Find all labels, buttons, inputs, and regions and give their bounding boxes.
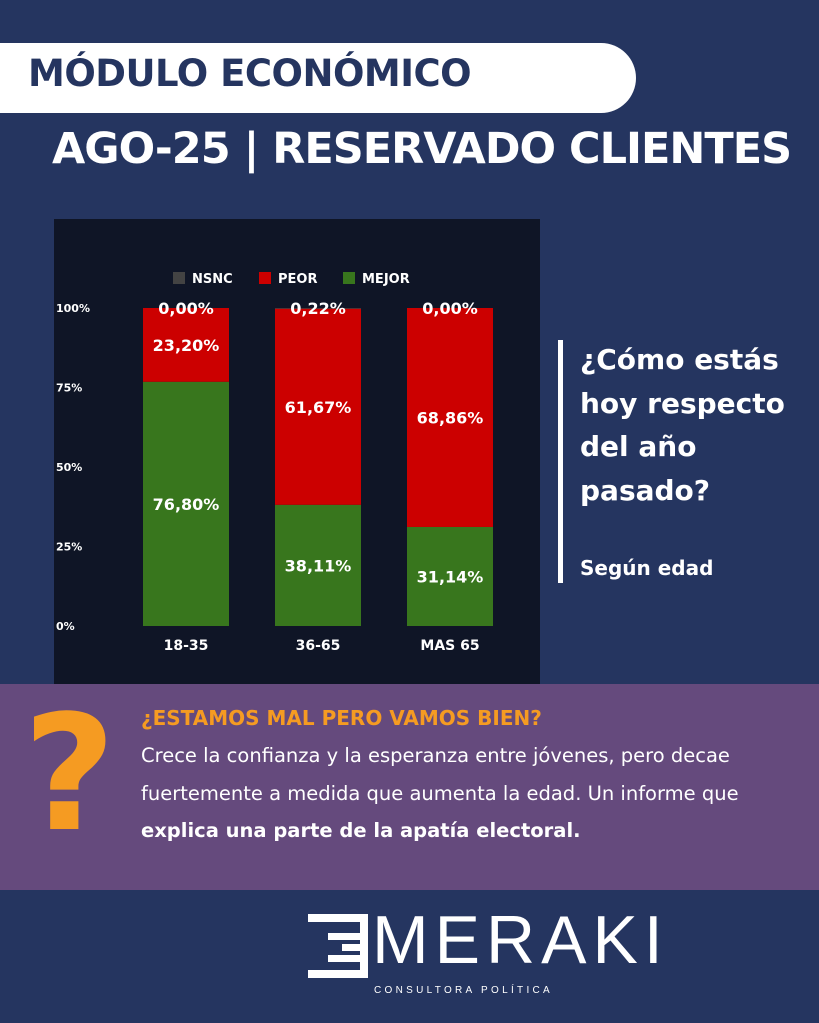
question-mark-icon: ? — [23, 680, 116, 867]
data-label-peor: 61,67% — [285, 398, 352, 417]
insight-panel — [0, 684, 819, 890]
bar-segment-peor — [143, 308, 229, 382]
x-tick-label: 36-65 — [296, 638, 341, 654]
legend-label: PEOR — [278, 272, 317, 287]
bar-segment-mejor — [407, 526, 493, 626]
data-label-nsnc: 0,00% — [158, 299, 214, 318]
insight-body: Crece la confianza y la esperanza entre … — [141, 737, 771, 850]
module-title: MÓDULO ECONÓMICO — [28, 52, 472, 95]
bar-segment-mejor — [275, 504, 361, 626]
chart-panel: 0% 25% 50% 75% 100% NSNC PEOR MEJOR 76,80% 23,20%… — [54, 219, 540, 685]
insight-title: ¿ESTAMOS MAL PERO VAMOS BIEN? — [141, 706, 542, 730]
legend-swatch — [173, 272, 185, 284]
brand-name: MERAKI — [372, 902, 669, 978]
y-tick-label: 50% — [56, 461, 82, 474]
data-label-peor: 68,86% — [417, 408, 484, 427]
meraki-logo-icon — [308, 914, 368, 978]
data-label-peor: 23,20% — [153, 336, 220, 355]
data-label-mejor: 31,14% — [417, 567, 484, 586]
title-banner — [0, 43, 636, 113]
y-tick-label: 100% — [56, 302, 90, 315]
bar-segment-peor — [407, 308, 493, 527]
insight-body-plain: Crece la confianza y la esperanza entre … — [141, 744, 739, 805]
y-tick-label: 0% — [56, 620, 75, 633]
bar-segment-nsnc — [275, 308, 361, 309]
bar-segment-mejor — [143, 381, 229, 626]
y-tick-label: 25% — [56, 541, 82, 554]
survey-question-sub: Según edad — [580, 556, 714, 580]
data-label-nsnc: 0,22% — [290, 299, 346, 318]
stacked-bar-chart: 0% 25% 50% 75% 100% NSNC PEOR MEJOR 76,80% 23,20%… — [56, 272, 493, 654]
data-label-mejor: 38,11% — [285, 556, 352, 575]
question-divider — [558, 340, 563, 583]
x-tick-label: 18-35 — [164, 638, 209, 654]
legend-swatch — [343, 272, 355, 284]
data-label-nsnc: 0,00% — [422, 299, 478, 318]
y-tick-label: 75% — [56, 382, 82, 395]
x-tick-label: MAS 65 — [420, 638, 479, 654]
legend-label: MEJOR — [362, 272, 410, 287]
insight-body-bold: explica una parte de la apatía electoral… — [141, 819, 581, 842]
data-label-mejor: 76,80% — [153, 495, 220, 514]
legend-swatch — [259, 272, 271, 284]
legend-label: NSNC — [192, 272, 233, 287]
survey-question: ¿Cómo estás hoy respecto del año pasado? — [580, 343, 785, 507]
brand-tagline: CONSULTORA POLÍTICA — [374, 985, 554, 996]
bar-segment-peor — [275, 308, 361, 505]
page-subtitle: AGO-25 | RESERVADO CLIENTES — [52, 124, 792, 174]
